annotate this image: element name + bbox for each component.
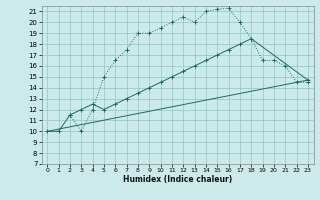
X-axis label: Humidex (Indice chaleur): Humidex (Indice chaleur) — [123, 175, 232, 184]
